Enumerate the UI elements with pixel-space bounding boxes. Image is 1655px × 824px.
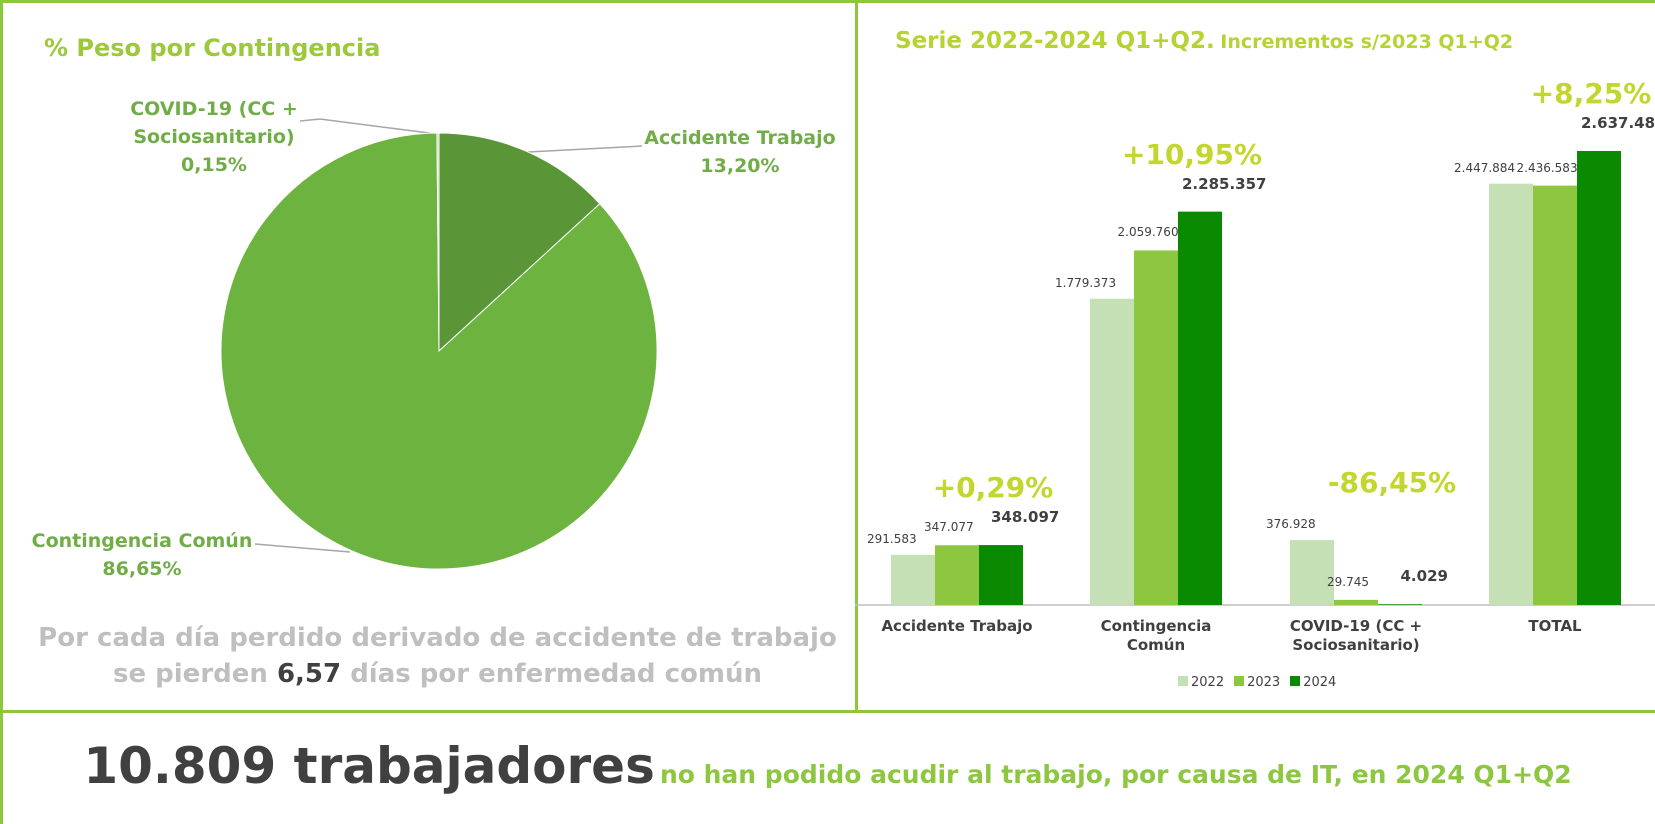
bar: [1489, 183, 1533, 605]
note-text: días por enfermedad común: [350, 659, 762, 689]
value-label: 2.447.884: [1454, 160, 1516, 175]
bar-title-main: Serie 2022-2024 Q1+Q2.: [895, 28, 1215, 54]
bar: [1178, 211, 1222, 605]
pie-title: % Peso por Contingencia: [44, 34, 381, 62]
banner-highlight: 10.809 trabajadores: [83, 737, 655, 795]
bar: [935, 545, 979, 605]
value-label: 1.779.373: [1055, 275, 1117, 290]
legend-item: 2023: [1234, 675, 1280, 690]
bar: [979, 545, 1023, 605]
pie-slice: [436, 132, 440, 352]
x-tick-label: TOTAL: [1528, 617, 1582, 635]
banner: 10.809 trabajadores no han podido acudir…: [0, 737, 1655, 795]
value-label: 291.583: [867, 531, 917, 546]
legend-swatch: [1290, 676, 1301, 686]
x-tick-label: Accidente Trabajo: [881, 617, 1033, 635]
pie-label-name: Accidente Trabajo: [644, 127, 836, 149]
bar: [891, 554, 935, 605]
note-text: Por cada día perdido derivado de acciden…: [38, 623, 837, 689]
pie-slice: [438, 132, 601, 353]
pie-label: COVID-19 (CC + Sociosanitario) 0,15%: [94, 95, 334, 179]
pie-label: Accidente Trabajo 13,20%: [620, 124, 860, 180]
legend-label: 2023: [1247, 675, 1281, 690]
legend-label: 2022: [1191, 675, 1225, 690]
value-label: 2.436.583: [1516, 160, 1578, 175]
bar: [1577, 151, 1621, 605]
value-label: 347.077: [924, 520, 974, 535]
increment-label: +0,29%: [932, 471, 1054, 505]
note: Por cada día perdido derivado de acciden…: [20, 620, 855, 692]
value-label: 2.637.483: [1581, 114, 1655, 132]
legend-item: 2022: [1178, 675, 1224, 690]
increment-label: +10,95%: [1121, 137, 1263, 171]
value-label: 348.097: [991, 508, 1060, 527]
leader-line: [299, 118, 438, 135]
increment-label: -86,45%: [1327, 466, 1457, 500]
x-tick-label: COVID-19 (CC + Sociosanitario): [1289, 617, 1423, 654]
note-highlight: 6,57: [276, 659, 342, 689]
legend-label: 2024: [1303, 675, 1337, 690]
banner-panel: [0, 710, 1655, 824]
bar: [1378, 604, 1422, 605]
pie-label-name: COVID-19 (CC + Sociosanitario): [130, 98, 298, 148]
value-label: 2.059.760: [1117, 225, 1179, 240]
pie-label-value: 13,20%: [700, 155, 780, 177]
banner-text: no han podido acudir al trabajo, por cau…: [659, 760, 1572, 789]
bar-title: Serie 2022-2024 Q1+Q2. Incrementos s/202…: [895, 28, 1513, 54]
pie-label-name: Contingencia Común: [31, 530, 253, 552]
bar: [1290, 540, 1334, 605]
bar-subtitle: Incrementos s/2023 Q1+Q2: [1220, 31, 1514, 53]
value-label: 4.029: [1400, 567, 1448, 586]
pie-label: Contingencia Común 86,65%: [22, 527, 262, 583]
legend-swatch: [1178, 676, 1188, 686]
legend-item: 2024: [1290, 675, 1336, 690]
value-label: 376.928: [1266, 517, 1316, 532]
increment-label: +8,25%: [1530, 77, 1652, 110]
legend-swatch: [1234, 676, 1245, 686]
leader-line: [527, 145, 643, 153]
leader-line: [254, 543, 351, 553]
bar: [1134, 250, 1178, 605]
x-tick-label: Contingencia Común: [1100, 617, 1212, 654]
bar: [1334, 599, 1378, 605]
value-label: 29.745: [1327, 574, 1369, 589]
bar: [1090, 298, 1134, 605]
legend: 2022 2023 2024: [1178, 675, 1336, 690]
pie-label-value: 86,65%: [102, 558, 182, 580]
pie-label-value: 0,15%: [181, 154, 247, 176]
bar: [1533, 185, 1577, 606]
value-label: 2.285.357: [1182, 174, 1267, 193]
